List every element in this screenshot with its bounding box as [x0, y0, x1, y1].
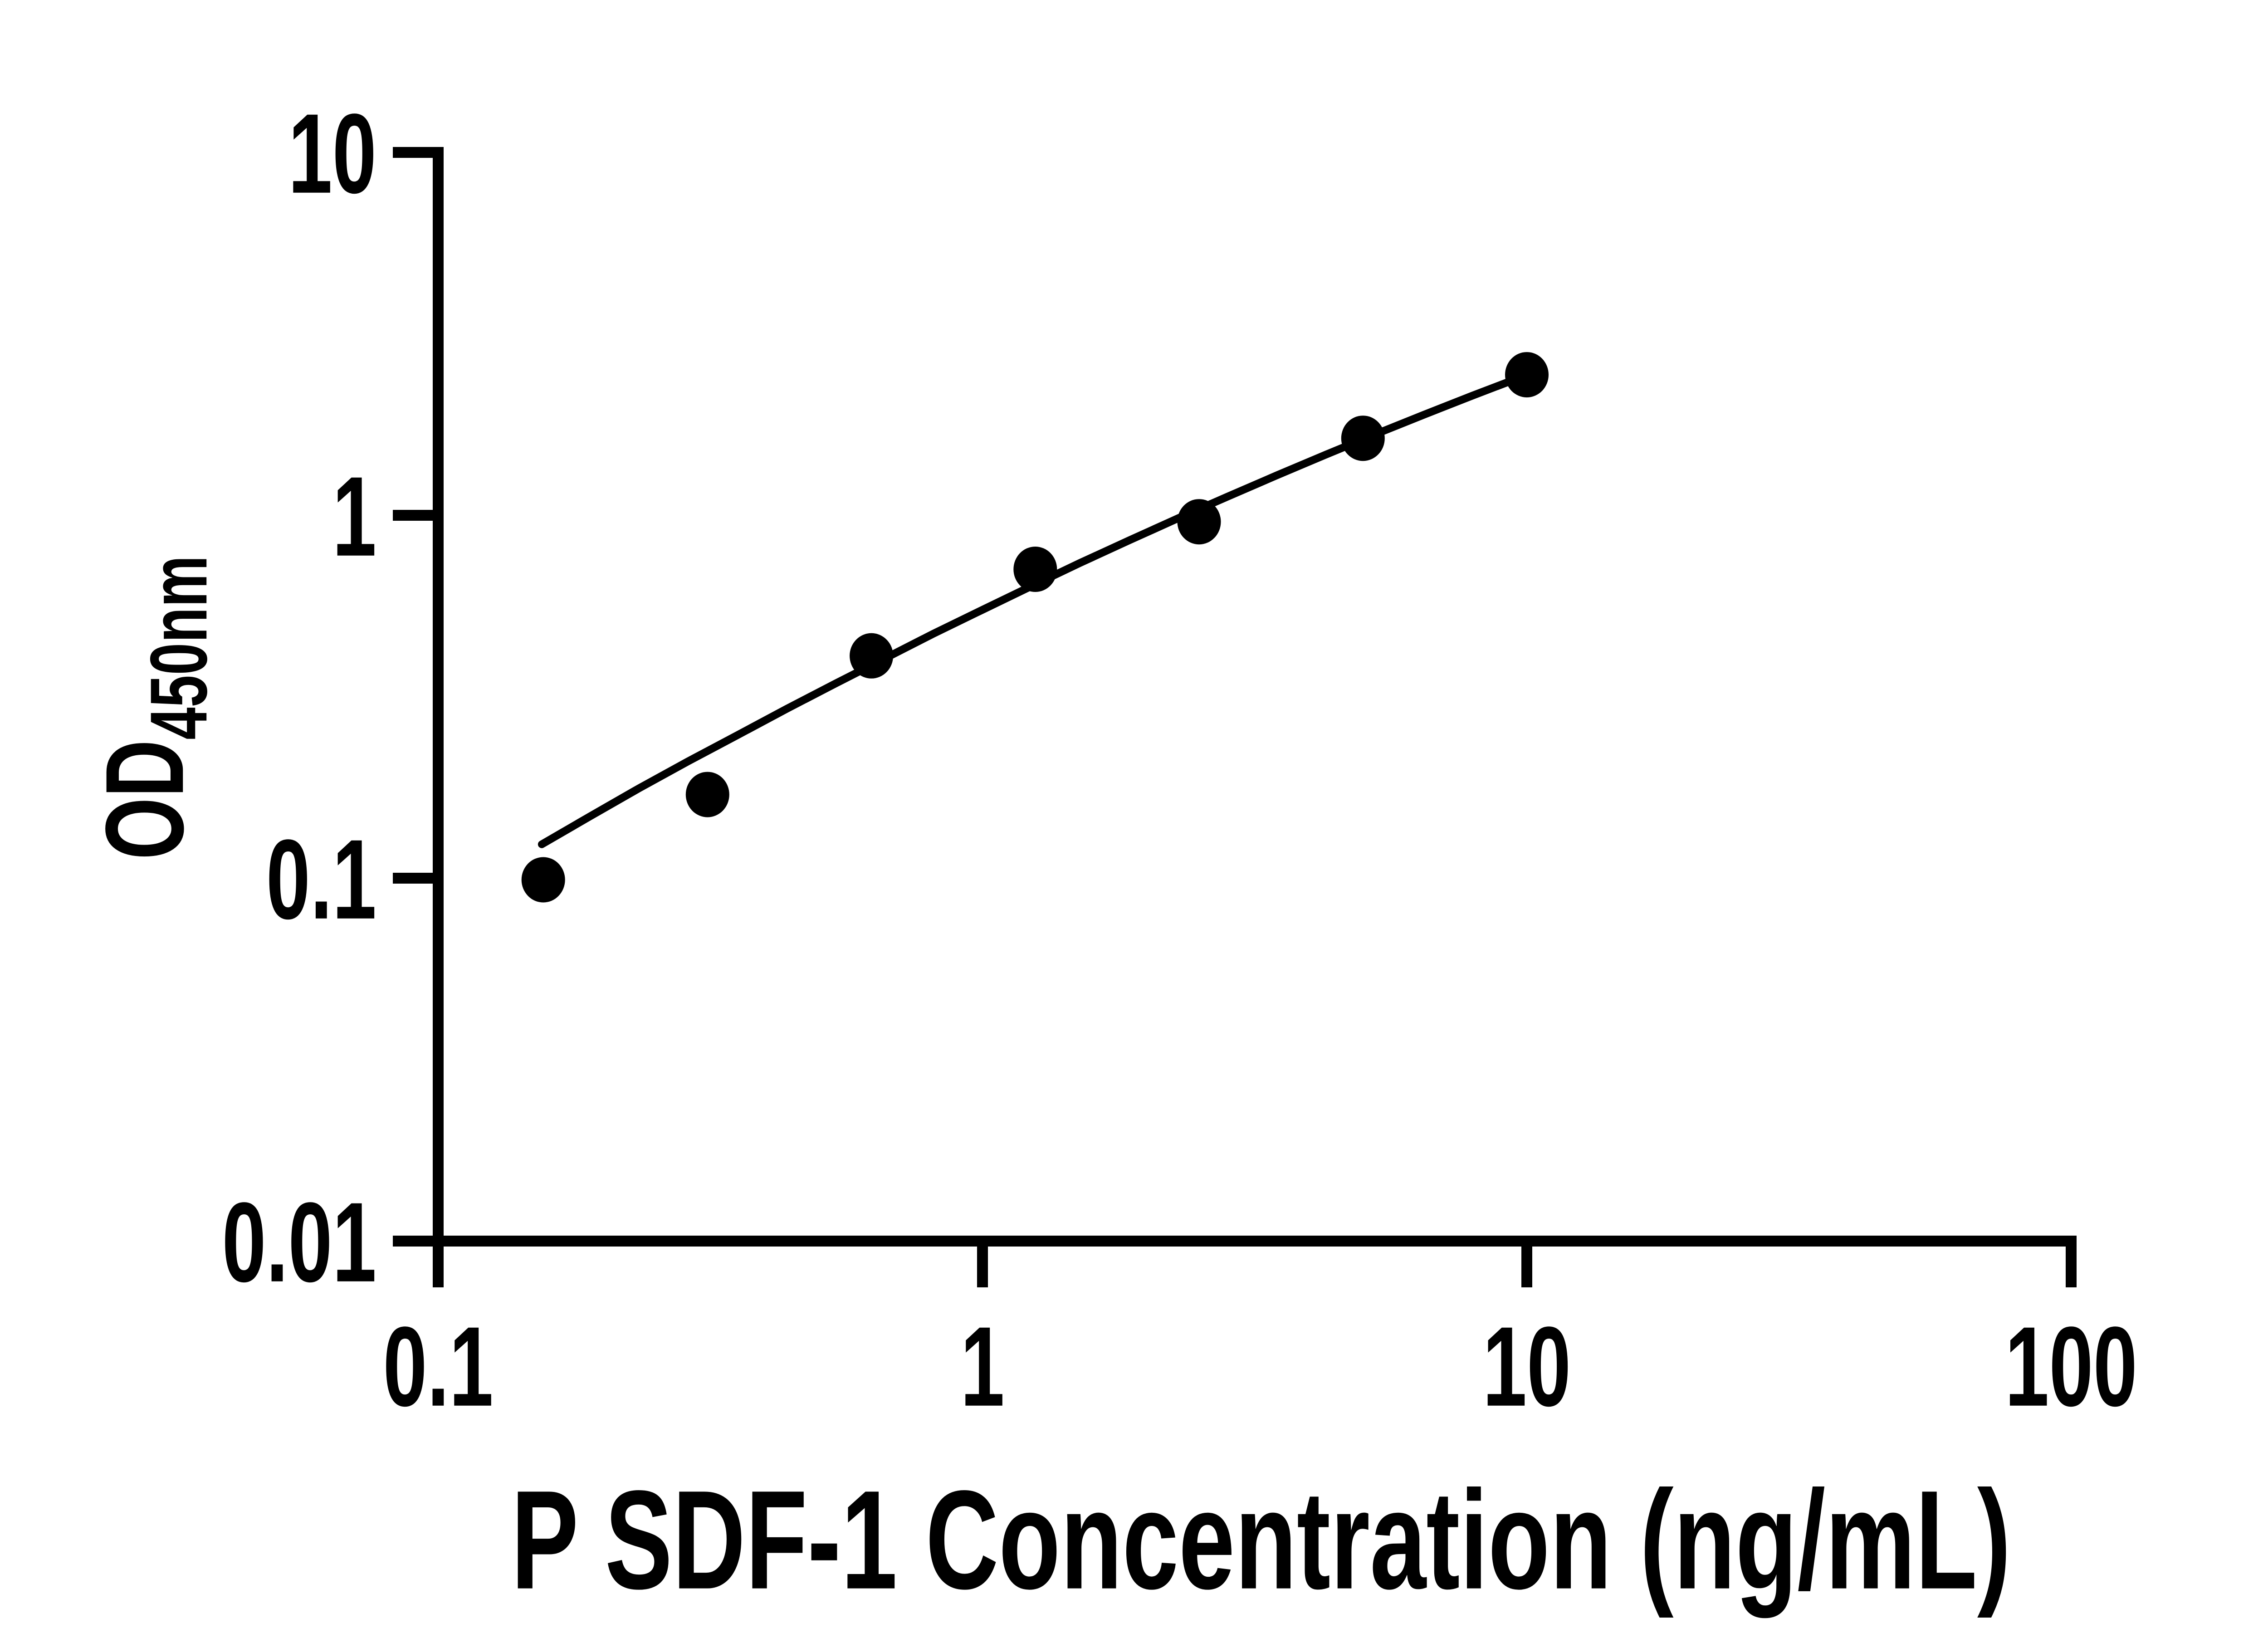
data-point [521, 857, 565, 903]
data-point [1505, 352, 1549, 398]
y-tick-label-group: 1 [332, 453, 376, 580]
y-axis-title-main: OD [83, 740, 207, 860]
y-tick-label-group: 0.1 [266, 816, 376, 943]
y-tick [393, 510, 438, 521]
y-tick-label-group: 0.01 [222, 1179, 376, 1305]
x-tick-label: 0.1 [383, 1303, 493, 1430]
y-tick-label: 0.01 [222, 1179, 376, 1305]
x-axis-title-group: P SDF-1 Concentration (ng/mL) [511, 1462, 2011, 1619]
y-axis-title-subscript: 450nm [134, 556, 224, 740]
y-tick-label-group: 10 [288, 90, 376, 217]
x-tick [2066, 1247, 2077, 1287]
x-tick-label: 1 [960, 1303, 1004, 1430]
data-point [1013, 547, 1057, 592]
x-tick-label-group: 100 [2005, 1303, 2137, 1430]
x-tick [1521, 1247, 1532, 1287]
x-axis-title: P SDF-1 Concentration (ng/mL) [511, 1462, 2011, 1619]
axis-ticks [393, 147, 2077, 1287]
data-points-group [521, 352, 1549, 903]
y-axis-title: OD450nm [83, 556, 224, 860]
data-point [850, 633, 894, 679]
y-tick-label: 1 [332, 453, 376, 580]
x-tick [977, 1247, 988, 1287]
data-point [685, 772, 729, 817]
y-axis-title-group: OD450nm [83, 556, 224, 860]
y-tick-label: 10 [288, 90, 376, 217]
x-tick-label: 100 [2005, 1303, 2137, 1430]
data-point [1341, 416, 1385, 461]
x-tick-label: 10 [1483, 1303, 1571, 1430]
x-tick-label-group: 10 [1483, 1303, 1571, 1430]
x-tick-label-group: 1 [960, 1303, 1004, 1430]
y-axis-line [433, 147, 444, 1247]
x-tick [433, 1247, 444, 1287]
x-axis-line [433, 1236, 2077, 1247]
y-tick [393, 873, 438, 884]
y-tick [393, 1236, 438, 1247]
y-tick [393, 147, 438, 158]
y-tick-label: 0.1 [266, 816, 376, 943]
x-tick-label-group: 0.1 [383, 1303, 493, 1430]
data-point [1177, 499, 1221, 545]
